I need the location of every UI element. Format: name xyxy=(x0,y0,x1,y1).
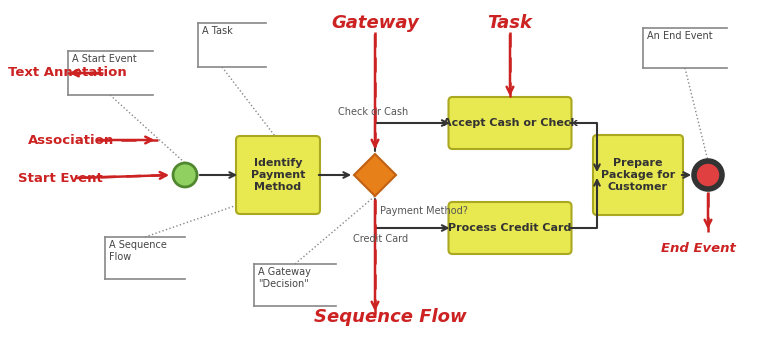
Text: Process Credit Card: Process Credit Card xyxy=(449,223,571,233)
FancyBboxPatch shape xyxy=(449,97,571,149)
Text: A Sequence
Flow: A Sequence Flow xyxy=(109,240,167,262)
Text: Task: Task xyxy=(488,14,532,32)
Text: A Task: A Task xyxy=(202,26,233,36)
Text: Association: Association xyxy=(28,134,114,146)
Text: Sequence Flow: Sequence Flow xyxy=(313,308,466,326)
Text: An End Event: An End Event xyxy=(647,31,713,41)
Text: Payment Method?: Payment Method? xyxy=(380,206,468,216)
Text: End Event: End Event xyxy=(660,242,736,255)
Text: Credit Card: Credit Card xyxy=(353,234,408,244)
Circle shape xyxy=(173,163,197,187)
FancyBboxPatch shape xyxy=(593,135,683,215)
Text: Text Annotation: Text Annotation xyxy=(8,66,127,80)
FancyBboxPatch shape xyxy=(236,136,320,214)
Text: A Start Event: A Start Event xyxy=(71,54,136,64)
Circle shape xyxy=(694,161,722,189)
Text: Prepare
Package for
Customer: Prepare Package for Customer xyxy=(601,158,675,192)
Text: A Gateway
"Decision": A Gateway "Decision" xyxy=(258,267,311,288)
FancyBboxPatch shape xyxy=(449,202,571,254)
Text: Start Event: Start Event xyxy=(18,172,103,184)
Text: Identify
Payment
Method: Identify Payment Method xyxy=(251,158,305,192)
Text: Accept Cash or Check: Accept Cash or Check xyxy=(442,118,578,128)
Polygon shape xyxy=(354,154,396,196)
Text: Check or Cash: Check or Cash xyxy=(338,107,408,117)
Text: Gateway: Gateway xyxy=(331,14,419,32)
